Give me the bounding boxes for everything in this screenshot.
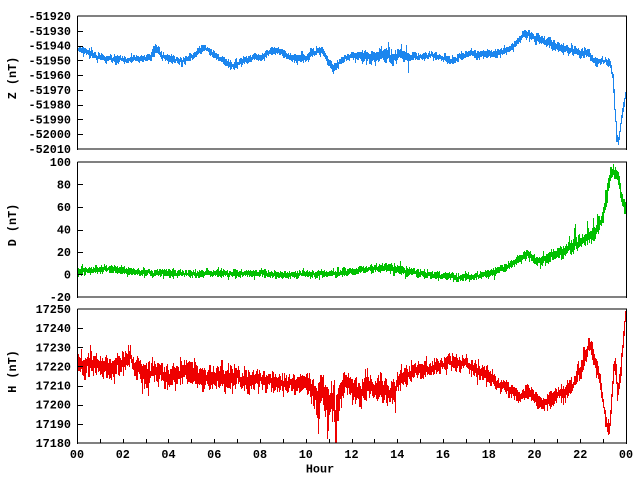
svg-text:100: 100 <box>50 156 71 170</box>
svg-text:-51940: -51940 <box>29 40 71 54</box>
svg-text:17190: 17190 <box>36 418 71 432</box>
svg-text:-52000: -52000 <box>29 128 71 142</box>
svg-text:17250: 17250 <box>36 303 71 317</box>
svg-text:17230: 17230 <box>36 341 71 355</box>
svg-text:-51930: -51930 <box>29 25 71 39</box>
svg-text:-51970: -51970 <box>29 84 71 98</box>
svg-text:14: 14 <box>390 448 404 462</box>
svg-text:04: 04 <box>161 448 175 462</box>
svg-text:02: 02 <box>116 448 130 462</box>
svg-text:-52010: -52010 <box>29 143 71 157</box>
svg-text:Z (nT): Z (nT) <box>6 57 20 99</box>
svg-text:17200: 17200 <box>36 399 71 413</box>
svg-text:-51960: -51960 <box>29 69 71 83</box>
svg-text:-51950: -51950 <box>29 54 71 68</box>
svg-text:20: 20 <box>57 246 71 260</box>
svg-text:17220: 17220 <box>36 360 71 374</box>
svg-text:20: 20 <box>527 448 541 462</box>
svg-text:12: 12 <box>344 448 358 462</box>
svg-text:-51990: -51990 <box>29 113 71 127</box>
svg-text:22: 22 <box>573 448 587 462</box>
svg-text:16: 16 <box>436 448 450 462</box>
svg-text:17210: 17210 <box>36 380 71 394</box>
svg-text:17240: 17240 <box>36 322 71 336</box>
svg-text:60: 60 <box>57 201 71 215</box>
svg-text:40: 40 <box>57 224 71 238</box>
svg-text:00: 00 <box>619 448 633 462</box>
svg-text:D (nT): D (nT) <box>6 204 20 246</box>
svg-text:-51920: -51920 <box>29 10 71 24</box>
svg-text:-20: -20 <box>50 291 71 305</box>
svg-text:Hour: Hour <box>306 463 334 477</box>
svg-text:18: 18 <box>482 448 496 462</box>
svg-text:17180: 17180 <box>36 437 71 451</box>
svg-text:-51980: -51980 <box>29 99 71 113</box>
svg-text:0: 0 <box>64 269 71 283</box>
svg-text:80: 80 <box>57 179 71 193</box>
svg-text:08: 08 <box>253 448 267 462</box>
svg-text:06: 06 <box>207 448 221 462</box>
svg-text:10: 10 <box>299 448 313 462</box>
svg-text:00: 00 <box>70 448 84 462</box>
svg-text:H (nT): H (nT) <box>6 350 20 392</box>
